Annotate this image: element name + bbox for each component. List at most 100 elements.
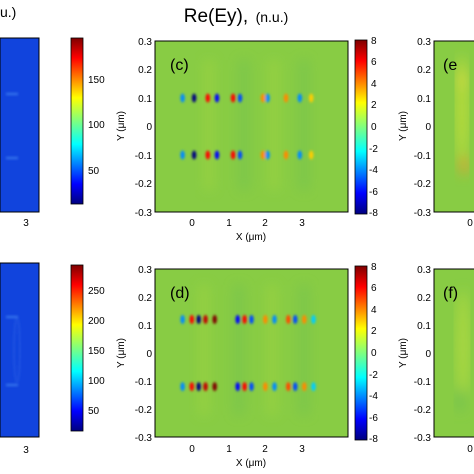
ytick: -0.1 xyxy=(135,151,153,162)
xtick: 1 xyxy=(226,444,232,455)
hotspot-mark xyxy=(297,93,302,103)
hotspot-mark xyxy=(272,314,277,324)
hotspot-mark xyxy=(272,382,277,392)
ytick: 0 xyxy=(425,122,431,133)
panel-left-top-xtick: 3 xyxy=(23,218,29,229)
cbar-tick: 6 xyxy=(371,283,377,294)
panel-c-frame xyxy=(154,40,349,213)
hotspot-mark xyxy=(191,150,197,160)
cbar-tick: 0 xyxy=(371,348,377,359)
hotspot-mark xyxy=(235,314,240,324)
xtick: 0 xyxy=(189,218,195,229)
cbar-tick: 100 xyxy=(88,376,105,387)
ytick: 0.2 xyxy=(138,65,152,76)
hotspot-mark xyxy=(260,150,266,160)
panel-d-xlabel: X (μm) xyxy=(236,458,266,469)
hotspot-mark xyxy=(189,314,194,324)
xtick: 2 xyxy=(262,444,268,455)
hotspot-mark xyxy=(286,314,291,324)
panel-d-colorbar-ticks: 8 6 4 2 0 -2 -4 -6 -8 xyxy=(369,262,378,445)
panel-c-xticks: 0 1 2 3 xyxy=(189,218,305,229)
cbar-tick: 0 xyxy=(371,122,377,133)
panel-f-frame xyxy=(433,268,474,438)
hotspot-mark xyxy=(311,382,316,392)
hotspot-mark xyxy=(249,382,254,392)
panel-left-top-features xyxy=(6,93,18,159)
ytick: 0 xyxy=(146,122,152,133)
hotspot-mark xyxy=(263,314,268,324)
panel-e-ylabel: Y (μm) xyxy=(398,111,409,141)
hotspot-mark xyxy=(230,93,236,103)
panel-e-frame xyxy=(433,40,474,213)
hotspot-mark xyxy=(237,93,243,103)
xtick: 3 xyxy=(299,218,305,229)
hotspot-mark xyxy=(283,93,289,103)
cbar-tick: 50 xyxy=(88,166,100,177)
ytick: -0.2 xyxy=(414,405,432,416)
panel-f: (f) 0.3 0.2 0.1 0 -0.1 -0.2 -0.3 0 Y (μm… xyxy=(398,265,474,455)
hotspot-mark xyxy=(242,382,247,392)
hotspot-mark xyxy=(249,314,254,324)
hotspot-mark xyxy=(237,150,243,160)
hotspot-mark xyxy=(309,93,314,103)
hotspot-mark xyxy=(203,382,208,392)
hotspot-mark xyxy=(212,314,217,324)
hotspot-mark xyxy=(180,93,185,103)
panel-c-label: (c) xyxy=(170,57,189,74)
ytick: 0.3 xyxy=(417,265,431,276)
cbar-tick: 100 xyxy=(88,120,105,131)
panel-d-texture xyxy=(200,285,308,415)
ytick: 0.3 xyxy=(138,37,152,48)
hotspot-mark xyxy=(180,150,185,160)
cbar-tick: -2 xyxy=(369,144,378,155)
xtick: 1 xyxy=(226,218,232,229)
ytick: -0.1 xyxy=(135,377,153,388)
hotspot-mark xyxy=(203,314,208,324)
ytick: -0.2 xyxy=(135,179,153,190)
hotspot-mark xyxy=(230,150,236,160)
ytick: -0.2 xyxy=(414,179,432,190)
panel-e-yticks: 0.3 0.2 0.1 0 -0.1 -0.2 -0.3 xyxy=(414,37,432,219)
panel-c-xlabel: X (μm) xyxy=(236,232,266,243)
hotspot-mark xyxy=(196,382,201,392)
panel-d: (d) 0.3 0.2 0.1 0 -0.1 -0.2 -0.3 0 1 2 3… xyxy=(116,262,378,469)
hotspot-mark xyxy=(242,314,247,324)
hotspot-mark xyxy=(205,150,210,160)
hotspot-mark xyxy=(293,314,298,324)
panel-f-yticks: 0.3 0.2 0.1 0 -0.1 -0.2 -0.3 xyxy=(414,265,432,444)
hotspot-mark xyxy=(265,93,270,103)
panel-f-label: (f) xyxy=(443,285,458,302)
left-title-fragment: u.) xyxy=(0,4,16,20)
xtick: 3 xyxy=(299,444,305,455)
panel-d-yticks: 0.3 0.2 0.1 0 -0.1 -0.2 -0.3 xyxy=(135,265,153,444)
cbar-tick: -4 xyxy=(369,391,378,402)
panel-left-bottom-xtick: 3 xyxy=(23,445,29,456)
panel-left-top-plot xyxy=(0,37,40,213)
main-title-text: Re(Ey), xyxy=(184,6,248,27)
hotspot-mark xyxy=(265,150,270,160)
ytick: -0.3 xyxy=(414,433,432,444)
xtick: 0 xyxy=(189,444,195,455)
ytick: 0.2 xyxy=(417,65,431,76)
cbar-tick: 2 xyxy=(371,100,377,111)
cbar-tick: -6 xyxy=(369,187,378,198)
cbar-tick: -6 xyxy=(369,413,378,424)
panel-c-ylabel: Y (μm) xyxy=(116,111,127,141)
hotspot-mark xyxy=(260,93,266,103)
hotspot-mark xyxy=(235,382,240,392)
hotspot-mark xyxy=(283,150,289,160)
panel-c-plot xyxy=(155,41,348,212)
panel-left-top: 3 50 100 150 xyxy=(0,37,105,229)
hotspot-mark xyxy=(302,314,307,324)
panel-left-top-colorbar xyxy=(70,37,84,205)
ytick: -0.2 xyxy=(135,405,153,416)
panel-e: (e 0.3 0.2 0.1 0 -0.1 -0.2 -0.3 0 Y (μm) xyxy=(398,37,474,229)
ytick: 0 xyxy=(146,349,152,360)
hotspot-mark xyxy=(180,382,185,392)
ytick: -0.3 xyxy=(135,208,153,219)
panel-left-bottom-colorbar-ticks: 50 100 150 200 250 xyxy=(88,286,105,417)
cbar-tick: -8 xyxy=(369,208,378,219)
panel-left-bottom-colorbar xyxy=(70,264,84,432)
panel-d-plot xyxy=(155,269,348,437)
